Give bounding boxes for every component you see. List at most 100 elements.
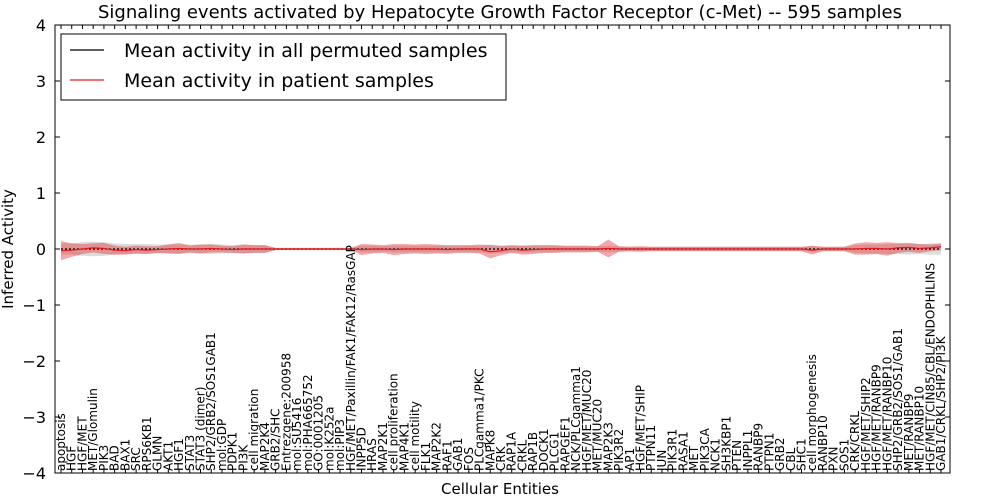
x-tick-label: MET/RANBP9: [902, 394, 916, 471]
x-tick-label: RASA1: [676, 431, 690, 471]
x-axis-label: Cellular Entities: [441, 480, 559, 498]
x-tick-label: AP1: [623, 448, 637, 471]
legend: Mean activity in all permuted samples Me…: [60, 33, 507, 101]
y-tick-label: 1: [36, 184, 46, 203]
y-tick-label: 4: [36, 16, 46, 35]
x-tick-label: CRK: [494, 445, 508, 471]
patient-band: [61, 239, 941, 261]
x-tick-label: PTPN1: [762, 433, 776, 471]
x-tick-label: HGF/MET/RANBP9: [870, 364, 884, 471]
x-tick-label: HGF/MET/SHIP2: [859, 377, 873, 471]
x-tick-label: RAPGEF1: [558, 416, 572, 471]
x-tick-label: INPP5D: [354, 427, 368, 471]
y-tick-label: −1: [22, 296, 46, 315]
x-tick-label: PIK3R2: [612, 429, 626, 471]
x-tick-label: PIK3: [97, 445, 111, 471]
x-tick-label: GRB2: [773, 437, 787, 471]
x-tick-label: MET/Glomulin: [86, 388, 100, 471]
x-tick-label: HRAS: [365, 438, 379, 471]
patient-series-line: [60, 246, 942, 253]
x-tick-label: RAF1: [440, 440, 454, 471]
y-axis-label: Inferred Activity: [0, 189, 17, 309]
x-tick-label: SH3KBP1: [719, 416, 733, 471]
x-tick-label: MAP4K1: [397, 422, 411, 471]
x-tick-label: GLMN: [151, 436, 165, 471]
x-tick-label: FLK1: [419, 442, 433, 471]
x-tick-label: HGF/MET/SHIP: [634, 385, 648, 471]
x-tick-label: MET: [687, 445, 701, 471]
x-tick-label: mol:GDP: [215, 419, 229, 471]
x-tick-label: PI3K: [236, 444, 250, 471]
x-tick-label: HGF/MET: [75, 416, 89, 471]
x-tick-label: cell proliferation: [387, 373, 401, 471]
x-tick-label: PTEN: [730, 440, 744, 471]
y-tick-label: −2: [22, 352, 46, 371]
x-tick-label: HGF/MET/Paxillin/FAK1/FAK12/RasGAP: [344, 245, 358, 471]
x-tick-label: MAP2K1: [376, 422, 390, 471]
x-tick-label: GAB1/CRKL/SHP2/PI3K: [934, 335, 948, 471]
x-tick-label: MAP2K4: [258, 422, 272, 471]
x-tick-label: PDPK1: [226, 432, 240, 471]
x-tick-label: GO:0001205: [312, 395, 326, 471]
x-tick-label: PTPN11: [644, 425, 658, 471]
x-tick-label: MAP2K2: [430, 422, 444, 471]
x-tick-label: mol:PIP3: [333, 419, 347, 471]
x-tick-label: cell migration: [247, 389, 261, 471]
x-tick-label: CRKL: [515, 439, 529, 471]
x-tick-label: SRC: [129, 447, 143, 471]
x-tick-label: PLCG1: [548, 432, 562, 471]
x-tick-label: STAT3 (dimer): [194, 387, 208, 471]
x-tick-label: RAP1A: [505, 431, 519, 471]
x-tick-label: CBL: [784, 447, 798, 471]
x-tick-label: HGF/MET/RANBP10: [880, 357, 894, 471]
x-tick-label: apoptosis: [54, 413, 68, 471]
y-tick-label: −4: [22, 464, 46, 483]
x-tick-label: RPS6KB1: [140, 416, 154, 471]
legend-label-permuted: Mean activity in all permuted samples: [124, 40, 487, 62]
x-tick-label: SHP2/GRB2/SOS1GAB1: [204, 332, 218, 471]
x-tick-label: MET/MUC20: [591, 399, 605, 471]
x-tick-label: cell motility: [408, 401, 422, 471]
x-tick-label: SOS1: [837, 439, 851, 471]
legend-label-patient: Mean activity in patient samples: [124, 70, 434, 92]
x-tick-label: SHC1: [794, 438, 808, 471]
x-tick-label: GAB1: [451, 438, 465, 471]
plot-frame: [54, 24, 951, 474]
x-tick-label: RANBP9: [752, 423, 766, 471]
y-tick-label: −3: [22, 408, 46, 427]
x-tick-label: NCK1: [709, 438, 723, 471]
x-tick-label: PIK3CA: [698, 427, 712, 471]
x-tick-label: HGF/MET/MUC20: [580, 370, 594, 471]
x-tick-label: MAP2K3: [601, 422, 615, 471]
x-tick-label: mol:PHA665752: [301, 374, 315, 471]
x-tick-label: Entrezgene:200958: [279, 353, 293, 471]
x-tick-label: PIK3R1: [666, 429, 680, 471]
x-tick-label: STAT3: [183, 435, 197, 471]
x-tick-label: CRK/CRKL: [848, 411, 862, 471]
x-tick-label: cell morphogenesis: [805, 354, 819, 471]
x-tick-label: RAP1B: [526, 432, 540, 471]
x-tick-label: GRB2/SHC: [269, 408, 283, 471]
x-tick-label: RANBP10: [816, 415, 830, 471]
x-tick-label: MAPK8: [483, 430, 497, 471]
x-tick-label: FOS: [462, 447, 476, 471]
legend-box: [60, 33, 507, 101]
x-tick-label: AKT1: [161, 441, 175, 471]
x-tick-label: INPPL1: [741, 430, 755, 471]
x-tick-label: BAD: [108, 445, 122, 471]
x-tick-label: mol:SU5416: [290, 398, 304, 471]
y-tick-label: 2: [36, 128, 46, 147]
x-tick-label: NCK/PLCgamma1: [569, 366, 583, 471]
x-tick-label: BAX1: [118, 439, 132, 471]
x-tick-label: HGF: [65, 446, 79, 471]
y-tick-label: 3: [36, 72, 46, 91]
x-tick-label: SHP2/GRB2/SOS1/GAB1: [891, 328, 905, 471]
chart-title: Signaling events activated by Hepatocyte…: [98, 2, 902, 23]
x-tick-label: HGF/MET/CIN85/CBL/ENDOPHILINS: [923, 263, 937, 471]
x-tick-label: DOCK1: [537, 428, 551, 471]
x-tick-label: PLCgamma1/PKC: [473, 368, 487, 471]
x-tick-label: JUN: [655, 450, 669, 472]
x-tick-label: HGF1: [172, 438, 186, 471]
x-tick-label: mol:K252a: [322, 406, 336, 471]
